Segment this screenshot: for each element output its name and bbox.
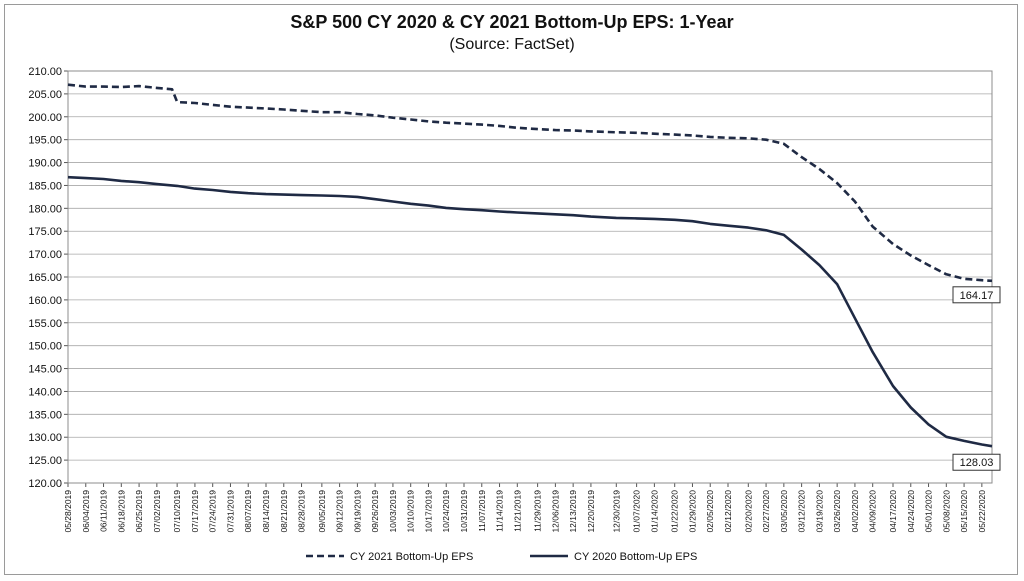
x-tick-label: 04/02/2020 bbox=[850, 490, 860, 533]
x-tick-label: 02/12/2020 bbox=[723, 490, 733, 533]
x-tick-label: 10/10/2019 bbox=[406, 490, 416, 533]
y-tick-label: 175.00 bbox=[28, 226, 62, 238]
gridlines bbox=[68, 93, 992, 461]
x-axis: 05/28/2019 06/04/2019 06/11/2019 06/18/2019… bbox=[63, 483, 987, 533]
y-tick-label: 210.00 bbox=[28, 66, 62, 78]
plot-area bbox=[67, 70, 993, 484]
y-tick-label: 165.00 bbox=[28, 272, 62, 284]
x-tick-label: 11/29/2019 bbox=[533, 490, 543, 532]
x-tick-label: 12/30/2019 bbox=[611, 490, 621, 533]
x-tick-label: 10/03/2019 bbox=[388, 490, 398, 533]
y-tick-label: 150.00 bbox=[28, 341, 62, 353]
x-tick-label: 07/02/2019 bbox=[152, 490, 162, 533]
x-tick-label: 12/13/2019 bbox=[568, 490, 578, 533]
y-tick-label: 135.00 bbox=[28, 409, 62, 421]
x-tick-label: 02/27/2020 bbox=[761, 490, 771, 533]
plot-border bbox=[67, 70, 993, 484]
x-tick-label: 07/31/2019 bbox=[225, 490, 235, 533]
x-tick-label: 11/21/2019 bbox=[512, 490, 522, 532]
x-tick-label: 05/01/2020 bbox=[924, 490, 934, 533]
x-tick-label: 03/05/2020 bbox=[779, 490, 789, 533]
y-tick-label: 125.00 bbox=[28, 455, 62, 467]
end-value-callouts: 164.17 128.03 bbox=[952, 286, 1001, 471]
y-axis: 120.00 125.00 130.00 135.00 140.00 145.00 150.… bbox=[28, 66, 68, 490]
x-tick-label: 11/14/2019 bbox=[495, 490, 505, 532]
x-tick-label: 02/05/2020 bbox=[705, 490, 715, 533]
x-tick-label: 12/20/2019 bbox=[586, 490, 596, 533]
x-tick-label: 03/26/2020 bbox=[832, 490, 842, 533]
x-tick-label: 04/24/2020 bbox=[906, 490, 916, 533]
x-tick-label: 08/14/2019 bbox=[261, 490, 271, 533]
y-tick-label: 170.00 bbox=[28, 249, 62, 261]
x-tick-label: 10/24/2019 bbox=[441, 490, 451, 533]
y-tick-label: 155.00 bbox=[28, 318, 62, 330]
x-tick-label: 06/11/2019 bbox=[99, 490, 109, 532]
series-lines bbox=[67, 83, 993, 448]
x-tick-label: 01/14/2020 bbox=[649, 490, 659, 533]
x-tick-label: 02/20/2020 bbox=[743, 490, 753, 533]
x-tick-label: 04/17/2020 bbox=[888, 490, 898, 533]
y-tick-label: 185.00 bbox=[28, 180, 62, 192]
y-tick-label: 195.00 bbox=[28, 135, 62, 147]
x-tick-label: 09/26/2019 bbox=[370, 490, 380, 533]
x-tick-label: 08/21/2019 bbox=[279, 490, 289, 533]
x-tick-label: 03/12/2020 bbox=[797, 490, 807, 533]
x-tick-label: 05/28/2019 bbox=[63, 490, 73, 533]
legend: CY 2021 Bottom-Up EPS CY 2020 Bottom-Up E… bbox=[306, 551, 697, 563]
y-tick-label: 145.00 bbox=[28, 364, 62, 376]
x-tick-label: 06/04/2019 bbox=[81, 490, 91, 533]
y-tick-label: 160.00 bbox=[28, 295, 62, 307]
x-tick-label: 06/25/2019 bbox=[134, 490, 144, 533]
x-tick-label: 09/05/2019 bbox=[317, 490, 327, 533]
x-tick-label: 07/24/2019 bbox=[208, 490, 218, 533]
x-tick-label: 01/07/2020 bbox=[632, 490, 642, 533]
x-tick-label: 05/15/2020 bbox=[959, 490, 969, 533]
x-tick-label: 05/08/2020 bbox=[941, 490, 951, 533]
x-tick-label: 03/19/2020 bbox=[814, 490, 824, 533]
end-value-box bbox=[952, 286, 1001, 304]
y-tick-label: 130.00 bbox=[28, 432, 62, 444]
y-tick-label: 190.00 bbox=[28, 158, 62, 170]
chart-title: S&P 500 CY 2020 & CY 2021 Bottom-Up EPS:… bbox=[290, 12, 734, 32]
y-tick-label: 205.00 bbox=[28, 89, 62, 101]
x-tick-label: 07/17/2019 bbox=[190, 490, 200, 533]
x-tick-label: 10/17/2019 bbox=[423, 490, 433, 533]
chart-frame bbox=[4, 4, 1018, 575]
x-tick-label: 05/22/2020 bbox=[977, 490, 987, 533]
end-value-box bbox=[952, 453, 1001, 471]
chart-subtitle: (Source: FactSet) bbox=[449, 36, 575, 53]
x-tick-label: 04/09/2020 bbox=[868, 490, 878, 533]
x-tick-label: 01/29/2020 bbox=[687, 490, 697, 533]
x-tick-label: 12/06/2019 bbox=[550, 490, 560, 533]
x-tick-label: 06/18/2019 bbox=[116, 490, 126, 533]
x-tick-label: 09/12/2019 bbox=[335, 490, 345, 533]
x-tick-label: 10/31/2019 bbox=[459, 490, 469, 533]
y-tick-label: 180.00 bbox=[28, 203, 62, 215]
x-tick-label: 07/10/2019 bbox=[172, 490, 182, 533]
legend-label: CY 2021 Bottom-Up EPS bbox=[350, 551, 473, 563]
y-tick-label: 140.00 bbox=[28, 386, 62, 398]
legend-label: CY 2020 Bottom-Up EPS bbox=[574, 551, 697, 563]
end-value-label: 164.17 bbox=[960, 290, 994, 302]
x-tick-label: 08/28/2019 bbox=[297, 490, 307, 533]
x-tick-label: 01/22/2020 bbox=[670, 490, 680, 533]
x-tick-label: 08/07/2019 bbox=[243, 490, 253, 533]
series-line-cy2021 bbox=[67, 83, 993, 283]
x-tick-label: 11/07/2019 bbox=[477, 490, 487, 532]
y-tick-label: 120.00 bbox=[28, 478, 62, 490]
x-tick-label: 09/19/2019 bbox=[352, 490, 362, 533]
end-value-label: 128.03 bbox=[960, 457, 994, 469]
y-tick-label: 200.00 bbox=[28, 112, 62, 124]
series-line-cy2020 bbox=[67, 175, 993, 448]
